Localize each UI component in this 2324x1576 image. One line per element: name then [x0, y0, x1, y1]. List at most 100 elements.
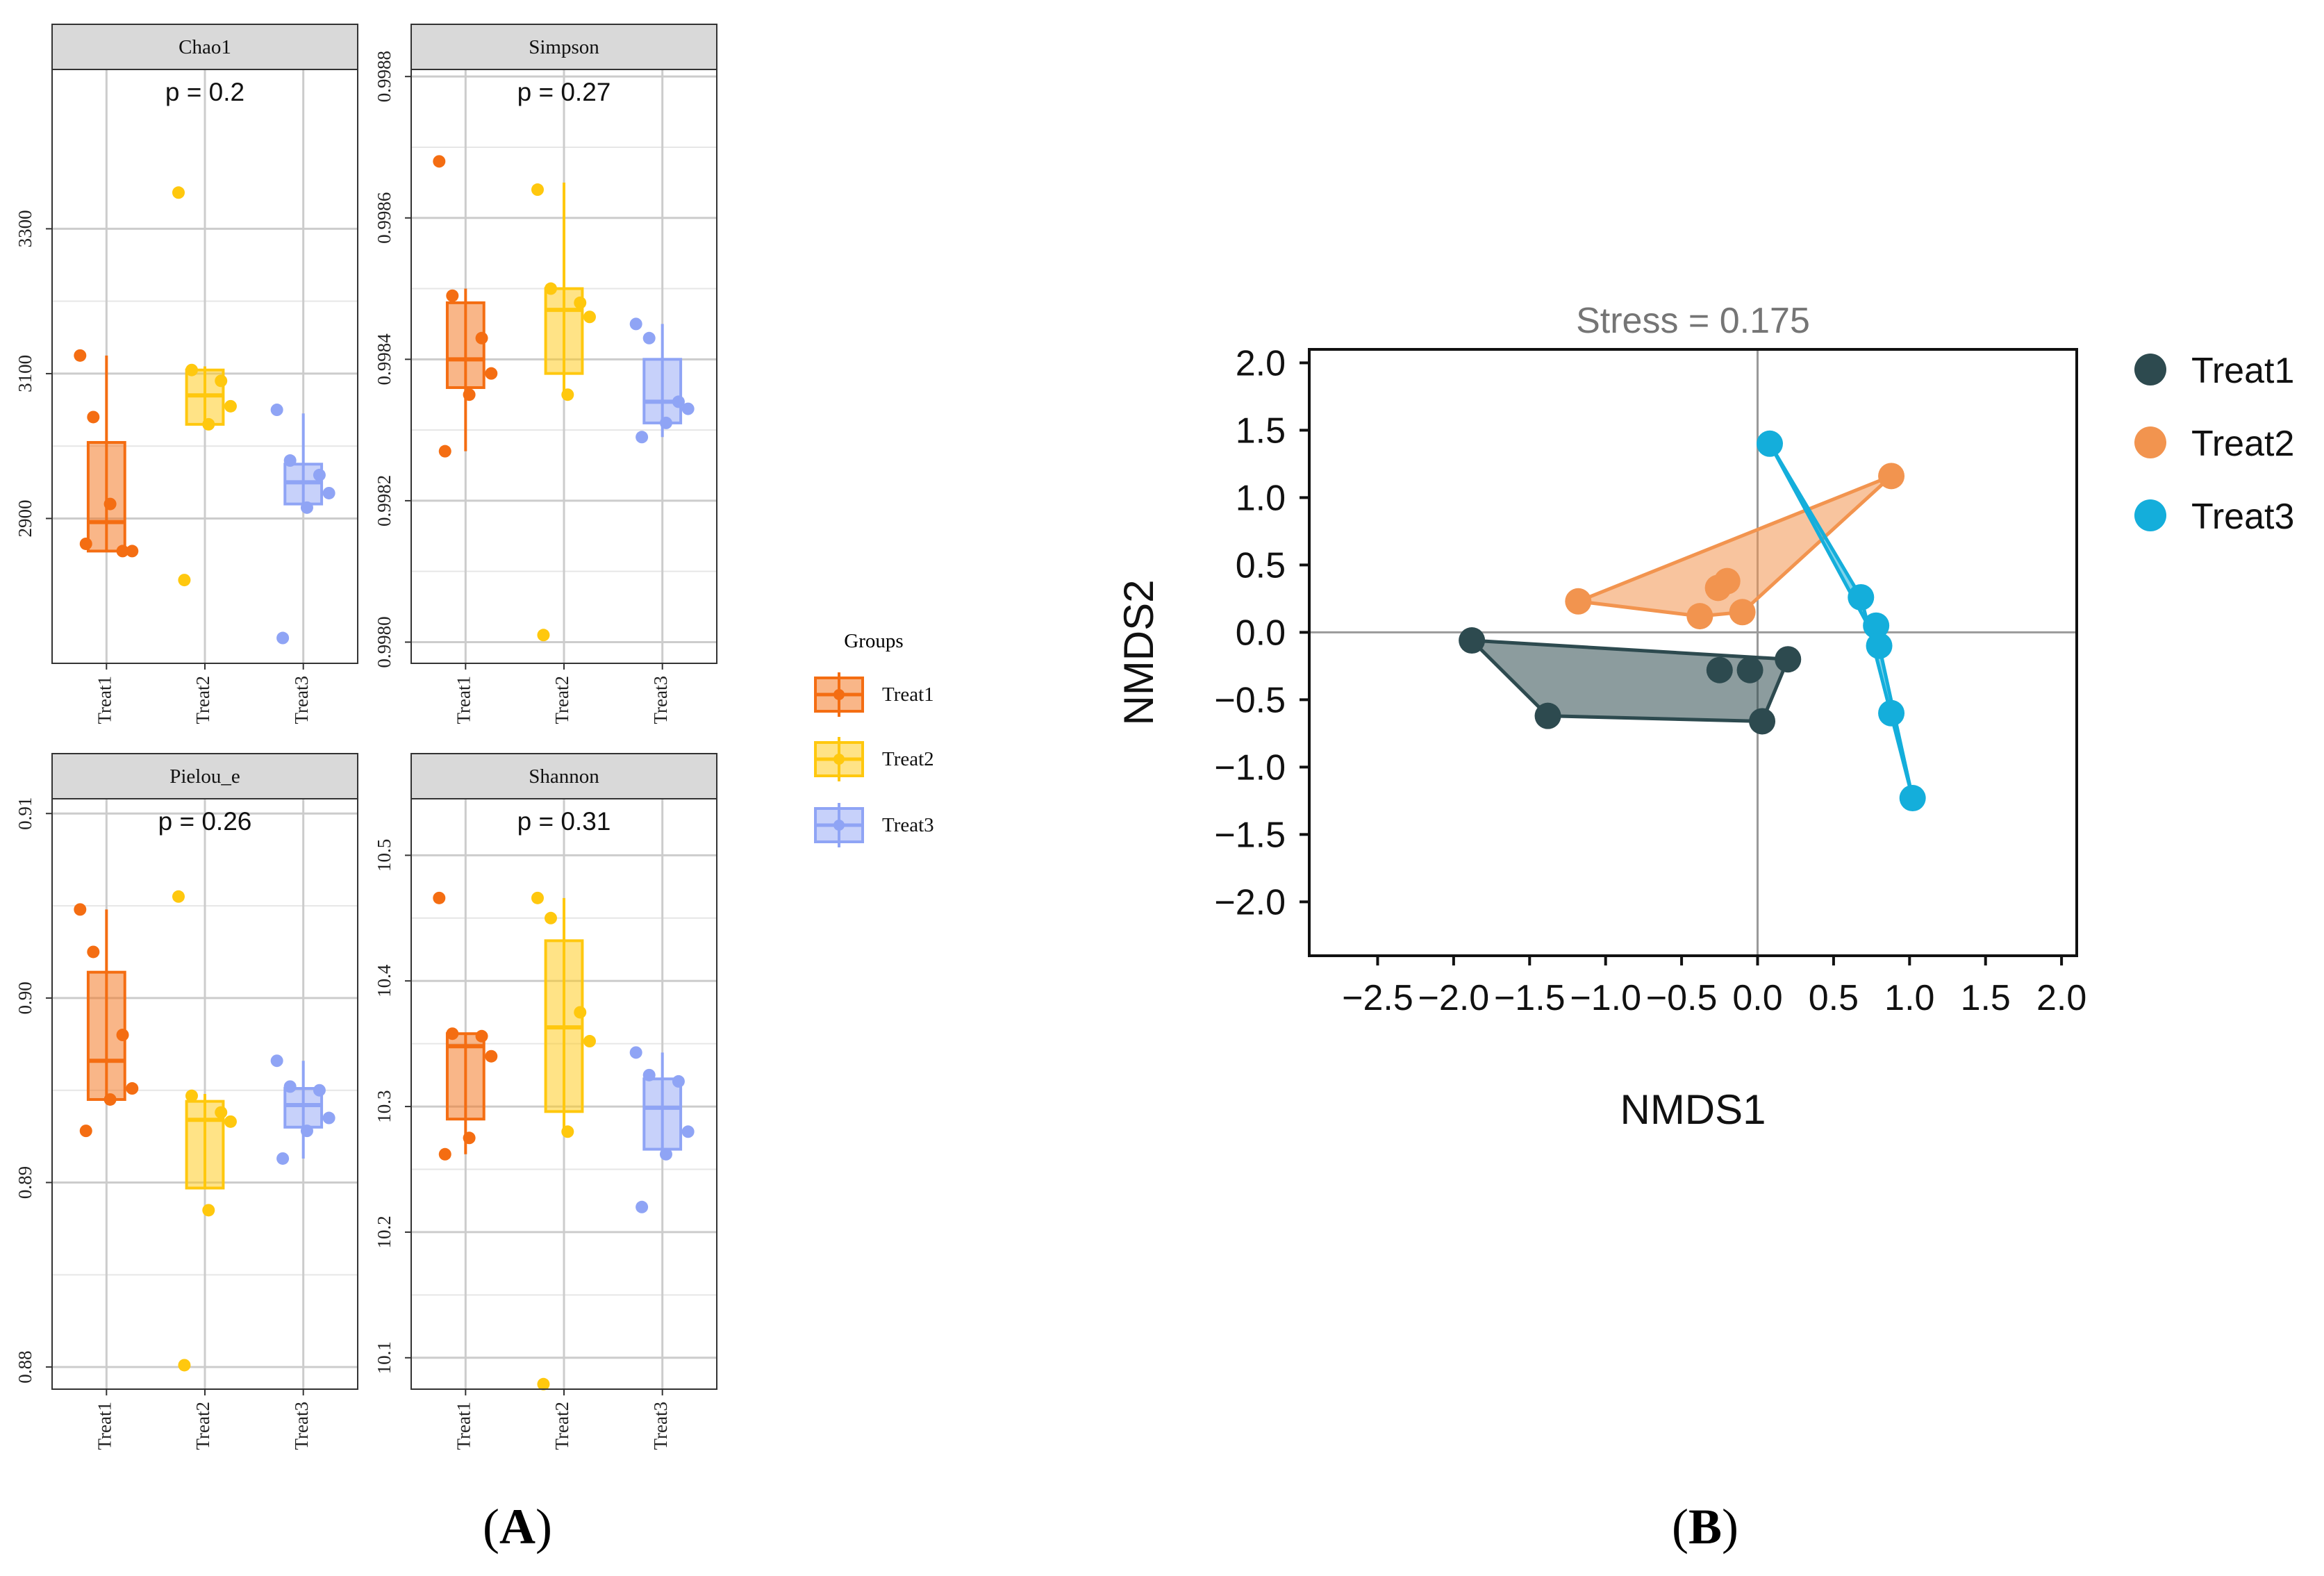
data-point-treat2	[215, 1106, 228, 1119]
data-point-treat2	[537, 1377, 550, 1391]
y-tick-label: 0.9984	[374, 333, 395, 385]
nmds-x-tick-label: −0.5	[1646, 978, 1718, 1018]
data-point-treat2	[574, 296, 587, 309]
nmds-y-tick-label: 0.0	[1236, 613, 1286, 653]
data-point-treat1	[446, 1027, 459, 1040]
data-point-treat3	[629, 317, 642, 331]
nmds-y-tick-label: 1.5	[1236, 410, 1286, 451]
nmds-point-treat2	[1565, 588, 1592, 615]
y-tick-label: 0.88	[15, 1351, 35, 1384]
x-tick-label: Treat2	[551, 1402, 572, 1450]
legend-title: Groups	[844, 630, 903, 652]
data-point-treat3	[636, 1200, 649, 1213]
data-point-treat2	[537, 629, 550, 642]
p-value-annotation: p = 0.27	[517, 78, 611, 106]
y-tick-label: 10.1	[374, 1341, 395, 1374]
nmds-point-treat1	[1459, 627, 1486, 654]
nmds-x-tick-label: −2.5	[1342, 978, 1413, 1018]
p-value-annotation: p = 0.26	[158, 807, 252, 836]
data-point-treat3	[283, 1080, 297, 1093]
facet-title: Pielou_e	[169, 765, 240, 788]
x-tick-label: Treat2	[192, 676, 213, 724]
nmds-point-treat2	[1729, 599, 1756, 626]
data-point-treat3	[322, 1111, 335, 1125]
data-point-treat1	[103, 1093, 117, 1106]
data-point-treat3	[629, 1046, 642, 1059]
x-tick-label: Treat3	[650, 1402, 671, 1450]
data-point-treat2	[531, 891, 544, 904]
data-point-treat3	[300, 1125, 313, 1138]
data-point-treat1	[438, 1147, 451, 1161]
data-point-treat3	[313, 1084, 326, 1097]
nmds-point-treat2	[1878, 463, 1905, 490]
data-point-treat2	[215, 374, 228, 388]
nmds-point-treat1	[1706, 656, 1733, 683]
y-tick-label: 2900	[15, 499, 35, 537]
stress-title: Stress = 0.175	[1576, 301, 1810, 341]
facet-pielou-e: 0.88 0.89 0.90 0.91 Pielou_ep = 0.26 Treat1 Tr…	[15, 753, 358, 1450]
data-point-treat1	[126, 1082, 139, 1095]
data-point-treat3	[681, 402, 695, 415]
data-point-treat3	[681, 1125, 695, 1138]
nmds-point-treat3	[1863, 612, 1890, 639]
data-point-treat2	[185, 1089, 198, 1102]
panel-a-label: (A)	[483, 1499, 552, 1554]
nmds-x-tick-label: 0.0	[1732, 978, 1782, 1018]
data-point-treat1	[103, 497, 117, 511]
data-point-treat2	[172, 186, 185, 199]
data-point-treat2	[224, 399, 237, 413]
box-treat3	[642, 1077, 683, 1151]
x-tick-label: Treat2	[551, 676, 572, 724]
data-point-treat3	[672, 395, 685, 408]
nmds-legend-label-treat2: Treat2	[2191, 424, 2294, 464]
legend-label-treat3: Treat3	[882, 814, 934, 836]
nmds-x-tick-label: 0.5	[1809, 978, 1859, 1018]
data-point-treat3	[322, 486, 335, 499]
box-treat1	[86, 440, 126, 553]
facet-title: Shannon	[529, 765, 599, 788]
nmds-point-treat3	[1899, 785, 1926, 812]
nmds-y-tick-label: −0.5	[1214, 680, 1286, 720]
nmds-y-tick-label: −1.0	[1214, 747, 1286, 788]
p-value-annotation: p = 0.31	[517, 807, 611, 836]
data-point-treat3	[270, 404, 283, 417]
data-point-treat2	[185, 363, 198, 376]
data-point-treat3	[270, 1054, 283, 1068]
data-point-treat1	[485, 1050, 498, 1063]
y-tick-label: 3100	[15, 355, 35, 392]
data-point-treat2	[544, 282, 557, 295]
data-point-treat1	[446, 289, 459, 302]
data-point-treat1	[74, 349, 87, 362]
x-tick-label: Treat1	[94, 1402, 115, 1450]
y-tick-label: 0.9986	[374, 192, 395, 244]
nmds-x-axis-label: NMDS1	[1620, 1086, 1766, 1133]
data-point-treat3	[636, 431, 649, 444]
y-tick-label: 3300	[15, 210, 35, 247]
y-tick-label: 10.5	[374, 839, 395, 872]
data-point-treat3	[276, 631, 290, 645]
data-point-treat1	[116, 545, 129, 558]
facet-strip	[410, 753, 717, 799]
data-point-treat2	[224, 1115, 237, 1128]
nmds-point-treat3	[1757, 430, 1783, 457]
nmds-legend-label-treat3: Treat3	[2191, 497, 2294, 537]
y-tick-label: 10.2	[374, 1216, 395, 1248]
data-point-treat3	[659, 1147, 672, 1161]
box-treat1	[445, 301, 485, 390]
nmds-point-treat3	[1866, 632, 1893, 659]
y-tick-label: 0.89	[15, 1166, 35, 1199]
nmds-y-tick-label: 0.5	[1236, 545, 1286, 586]
data-point-treat2	[531, 183, 544, 197]
x-tick-label: Treat1	[454, 1402, 474, 1450]
facet-chao1: 2900 3100 3300 Chao1 p = 0.2 Treat1 Treat2 Trea…	[15, 24, 358, 724]
nmds-legend-marker-treat2	[2134, 426, 2166, 458]
data-point-treat3	[313, 468, 326, 481]
nmds-legend-label-treat1: Treat1	[2191, 351, 2294, 391]
nmds-point-treat3	[1848, 583, 1875, 611]
panel-b-nmds: −2.0−1.5−1.0−0.50.00.51.01.52.0−2.5 −2.0−…	[1115, 301, 2294, 1133]
data-point-treat3	[283, 454, 297, 467]
facet-strip	[51, 24, 358, 70]
data-point-treat2	[202, 1204, 215, 1217]
data-point-treat2	[544, 911, 557, 924]
